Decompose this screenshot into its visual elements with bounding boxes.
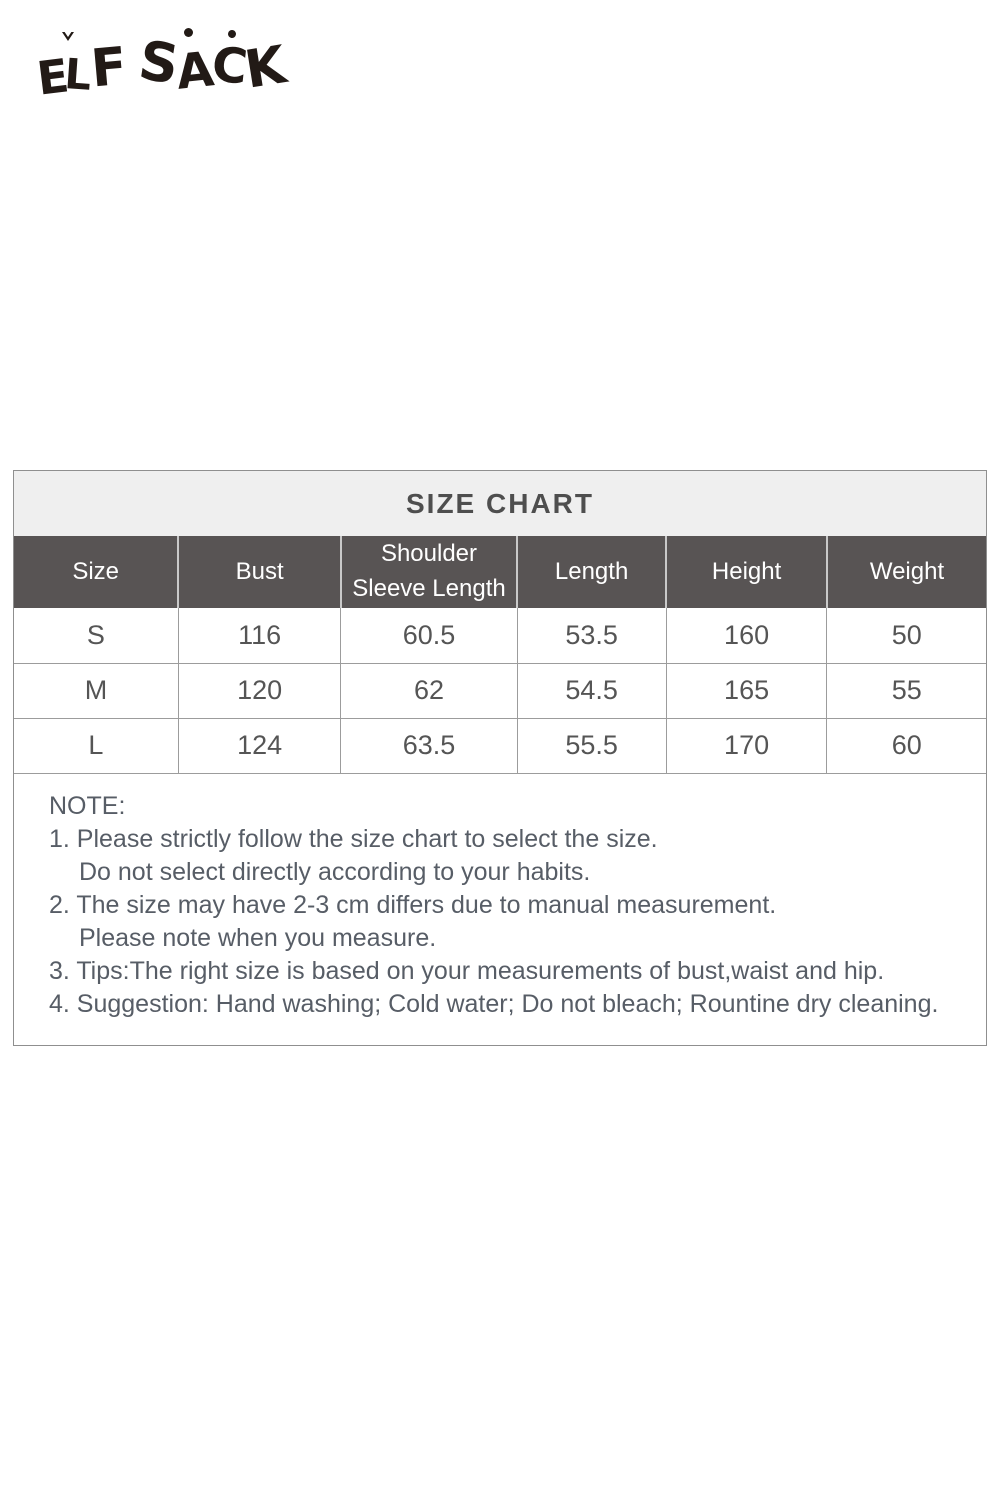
size-chart-panel: SIZE CHART Size Bust Shoulder Sleeve Lengt… [13, 470, 987, 1046]
size-table-body: S 116 60.5 53.5 160 50 M 120 62 54.5 165 55 L 124 63.5… [14, 608, 986, 774]
table-row: S 116 60.5 53.5 160 50 [14, 608, 986, 664]
notes-section: NOTE: 1. Please strictly follow the size… [14, 774, 986, 1045]
logo-accent-mark [184, 28, 193, 37]
table-cell: 124 [177, 718, 341, 774]
table-cell: M [14, 663, 179, 719]
note-item-continuation: Do not select directly according to your… [79, 857, 591, 886]
size-table-header-row: Size Bust Shoulder Sleeve Length Length Heig… [14, 536, 986, 608]
column-header: Bust [177, 536, 341, 608]
column-header: Size [14, 536, 179, 608]
size-chart-title: SIZE CHART [14, 471, 986, 536]
column-header: Length [516, 536, 667, 608]
table-cell: 165 [665, 663, 827, 719]
column-header: Height [665, 536, 827, 608]
table-cell: L [14, 718, 179, 774]
note-item: 1. Please strictly follow the size chart… [49, 824, 658, 853]
table-cell: 116 [177, 608, 341, 664]
column-header: Weight [825, 536, 986, 608]
table-cell: 62 [340, 663, 518, 719]
table-row: L 124 63.5 55.5 170 60 [14, 718, 986, 774]
table-cell: 55.5 [516, 718, 667, 774]
size-table: Size Bust Shoulder Sleeve Length Length Heig… [14, 536, 986, 774]
logo-letter: L [63, 49, 94, 100]
table-cell: S [14, 608, 179, 664]
notes-list: 1. Please strictly follow the size chart… [49, 823, 966, 1021]
column-header: Shoulder Sleeve Length [339, 536, 518, 608]
table-cell: 60 [826, 718, 986, 774]
table-cell: 160 [665, 608, 827, 664]
logo-text: ELF SACK [34, 28, 290, 105]
note-item: 3. Tips:The right size is based on your … [49, 956, 885, 985]
table-cell: 54.5 [516, 663, 667, 719]
brand-logo: ELF SACK [34, 28, 290, 106]
note-item: 2. The size may have 2-3 cm differs due … [49, 890, 777, 919]
note-item-continuation: Please note when you measure. [79, 923, 437, 952]
note-item: 4. Suggestion: Hand washing; Cold water;… [49, 989, 939, 1018]
table-cell: 63.5 [340, 718, 518, 774]
logo-letter: K [240, 35, 291, 101]
table-cell: 120 [177, 663, 341, 719]
table-cell: 55 [826, 663, 986, 719]
table-cell: 50 [826, 608, 986, 664]
notes-label: NOTE: [49, 791, 126, 820]
table-cell: 53.5 [516, 608, 667, 664]
logo-letter: F [88, 36, 130, 100]
table-cell: 170 [665, 718, 827, 774]
size-table-head: Size Bust Shoulder Sleeve Length Length Heig… [14, 536, 986, 608]
table-cell: 60.5 [340, 608, 518, 664]
logo-accent-mark [62, 32, 74, 41]
table-row: M 120 62 54.5 165 55 [14, 663, 986, 719]
